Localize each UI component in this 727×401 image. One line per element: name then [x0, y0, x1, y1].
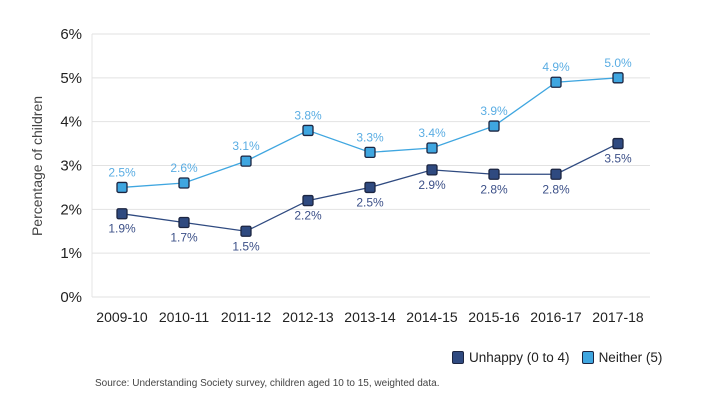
x-tick-label: 2009-10 [96, 309, 148, 325]
data-label: 2.8% [480, 182, 508, 196]
y-tick-label: 5% [60, 70, 82, 87]
data-point [364, 181, 376, 194]
data-point [550, 168, 562, 180]
series-neither: 2.5% 2.6% 3.1% 3.8% 3.3% 3.4% 3.9% 4.9% 5.0% [108, 56, 632, 194]
data-label: 2.6% [170, 161, 198, 175]
legend-swatch-unhappy [452, 351, 464, 364]
data-point [240, 225, 252, 237]
data-point [488, 168, 500, 180]
data-label: 1.9% [108, 222, 136, 236]
series-group: 1.9%1.7%1.5%2.2%2.5%2.9% 2.8% 2.8%3.5%2.5%… [108, 56, 632, 253]
x-axis-ticks: 2009-10 2010-11 2011-12 2012-13 2013-14 2014-… [96, 309, 644, 325]
data-point [426, 142, 438, 154]
x-tick-label: 2016-17 [530, 309, 582, 325]
legend: Unhappy (0 to 4) Neither (5) [452, 350, 674, 365]
y-tick-label: 4% [60, 114, 82, 131]
data-label: 3.1% [232, 139, 260, 153]
series-unhappy: 1.9% 1.7% 1.5% 2.2% 2.5% 2.9% 2.8% 2.8% 3.5% [108, 137, 632, 253]
data-point [116, 208, 128, 220]
data-point [116, 181, 128, 194]
y-tick-label: 1% [60, 245, 82, 262]
data-point [612, 137, 624, 150]
y-tick-label: 2% [60, 201, 82, 218]
data-point [302, 194, 314, 207]
legend-swatch-neither [581, 351, 594, 364]
legend-item-neither: Neither (5) [581, 350, 663, 365]
data-label: 3.9% [480, 104, 508, 118]
y-axis-label: Percentage of children [29, 96, 45, 236]
y-axis-ticks: 0% 1% 2% 3% 4% 5% 6% [60, 26, 82, 306]
data-label: 1.5% [232, 239, 260, 253]
x-tick-label: 2012-13 [282, 309, 334, 325]
data-point [612, 72, 624, 84]
x-tick-label: 2013-14 [344, 309, 396, 325]
data-label: 3.3% [356, 130, 384, 144]
x-tick-label: 2014-15 [406, 309, 458, 325]
legend-label-neither: Neither (5) [598, 350, 663, 365]
data-label: 5.0% [604, 56, 632, 70]
data-point [178, 216, 190, 229]
data-point [240, 155, 252, 167]
x-tick-label: 2015-16 [468, 309, 520, 325]
x-tick-label: 2010-11 [159, 309, 210, 325]
data-label: 3.5% [604, 152, 632, 166]
data-label: 2.5% [356, 195, 384, 209]
data-label: 2.2% [294, 209, 322, 223]
y-tick-label: 3% [60, 158, 82, 175]
data-label: 1.7% [170, 230, 198, 244]
y-tick-label: 6% [60, 26, 82, 43]
x-tick-label: 2011-12 [221, 309, 272, 325]
y-tick-label: 0% [60, 289, 82, 306]
data-label: 2.9% [418, 178, 446, 192]
data-point [178, 177, 190, 189]
legend-label-unhappy: Unhappy (0 to 4) [469, 350, 570, 365]
data-point [302, 124, 314, 137]
data-point [550, 76, 562, 88]
data-label: 2.8% [542, 182, 570, 196]
data-label: 3.4% [418, 126, 446, 140]
data-point [364, 146, 376, 159]
gridlines [91, 33, 650, 298]
data-label: 2.5% [108, 165, 136, 179]
data-label: 3.8% [294, 108, 322, 122]
data-point [488, 120, 500, 132]
data-label: 4.9% [542, 60, 570, 74]
x-tick-label: 2017-18 [592, 309, 644, 325]
data-point [426, 164, 438, 176]
source-note: Source: Understanding Society survey, ch… [95, 378, 440, 389]
legend-item-unhappy: Unhappy (0 to 4) [452, 350, 570, 365]
